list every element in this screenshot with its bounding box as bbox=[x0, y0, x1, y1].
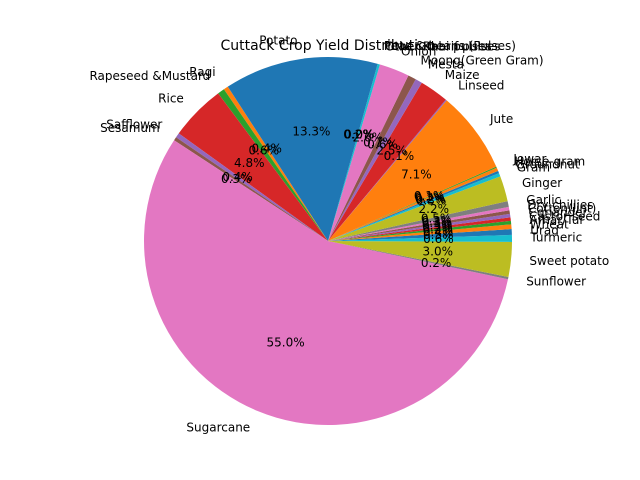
pie-slice-groundnut bbox=[328, 170, 500, 241]
slice-percent-label: 0.3% bbox=[423, 223, 454, 237]
pie-slice-rice bbox=[178, 93, 328, 241]
slice-label: Wheat bbox=[530, 218, 569, 232]
slice-label: Arhar/Tur bbox=[529, 213, 584, 227]
pie-slice-cotton-lint bbox=[328, 210, 510, 241]
slice-percent-label: 0.3% bbox=[221, 172, 252, 186]
pie-slice-horse-gram bbox=[328, 167, 499, 241]
pie-slice-safflower bbox=[176, 133, 328, 241]
slice-label: Safflower bbox=[106, 117, 162, 131]
slice-percent-label: 0.2% bbox=[421, 256, 452, 270]
slice-label: Rice bbox=[158, 92, 184, 106]
slice-label: Jowar bbox=[512, 152, 546, 166]
pie-labels: Ragi 0.4% Rapeseed &Mustard 0.6% Rice 4.8% Saf… bbox=[89, 33, 609, 434]
slice-percent-label: 0.4% bbox=[423, 225, 454, 239]
pie-slice-rapeseed-mustard bbox=[218, 89, 328, 241]
slice-label: Peas & beans (Pulses) bbox=[384, 39, 516, 53]
slice-label: Garlic bbox=[526, 193, 561, 207]
slice-percent-label: 0.3% bbox=[416, 194, 447, 208]
slice-label: Ginger bbox=[522, 176, 562, 190]
slice-percent-label: 0.4% bbox=[251, 142, 282, 156]
slice-percent-label: 0.5% bbox=[423, 228, 454, 242]
slice-percent-label: 0.0% bbox=[344, 128, 375, 142]
slice-percent-label: 3.0% bbox=[423, 245, 454, 259]
slice-label: Rapeseed &Mustard bbox=[89, 69, 210, 83]
pie-slice-gram bbox=[328, 173, 501, 241]
pie-slice-sugarcane bbox=[144, 140, 508, 426]
pie-slice-moong-green-gram bbox=[328, 75, 416, 241]
slice-label: Potato bbox=[259, 33, 297, 47]
pie-slice-maize bbox=[328, 82, 446, 241]
pie-slice-wheat bbox=[328, 224, 512, 241]
slice-label: Sugarcane bbox=[186, 420, 250, 434]
slice-label: Sesamum bbox=[100, 121, 160, 135]
slice-percent-label: 2.6% bbox=[353, 131, 384, 145]
slice-percent-label: 0.0% bbox=[344, 128, 375, 142]
slice-percent-label: 0.3% bbox=[414, 191, 445, 205]
slice-label: Turmeric bbox=[529, 231, 582, 245]
pie-slice-dry-chillies bbox=[328, 206, 510, 241]
pie-slice-sunflower bbox=[328, 241, 509, 280]
pie-slices bbox=[144, 57, 513, 426]
slice-percent-label: 0.3% bbox=[422, 216, 453, 230]
pie-slice-mesta bbox=[328, 79, 422, 242]
slice-percent-label: 0.2% bbox=[343, 127, 374, 141]
pie-slice-ginger bbox=[328, 176, 508, 241]
slice-percent-label: 0.2% bbox=[415, 192, 446, 206]
slice-label: Sunflower bbox=[526, 274, 586, 288]
slice-percent-label: 2.2% bbox=[419, 202, 450, 216]
pie-slice-arhar-tur bbox=[328, 220, 512, 241]
slice-percent-label: 0.3% bbox=[422, 220, 453, 234]
pie-slice-onion bbox=[328, 64, 409, 241]
slice-label: Ragi bbox=[189, 65, 215, 79]
pie-slice-jute bbox=[328, 100, 497, 242]
pie-slice-turmeric bbox=[328, 234, 513, 242]
slice-percent-label: 0.5% bbox=[421, 211, 452, 225]
pie-slice-sesamum bbox=[174, 137, 328, 241]
chart-title: Cuttack Crop Yield Distribution bbox=[220, 38, 435, 54]
pie-slice-linseed bbox=[328, 99, 447, 242]
slice-label: Horse-gram bbox=[514, 155, 585, 169]
slice-label: Onion bbox=[401, 45, 436, 59]
slice-percent-label: 0.1% bbox=[384, 149, 415, 163]
pie-slice-castor-seed bbox=[328, 217, 511, 241]
slice-label: Mesta bbox=[428, 57, 464, 71]
slice-label: Dry chillies bbox=[527, 198, 593, 212]
pie-slice-peas-beans-pulses bbox=[328, 63, 380, 241]
slice-label: Coriander bbox=[529, 206, 588, 220]
slice-label: Gram bbox=[517, 161, 550, 175]
slice-label: Other Kharif pulses bbox=[385, 39, 500, 53]
slice-percent-label: 0.6% bbox=[249, 144, 280, 158]
slice-percent-label: 4.8% bbox=[234, 156, 265, 170]
slice-label: Linseed bbox=[458, 78, 504, 92]
slice-percent-label: 13.3% bbox=[292, 124, 330, 138]
slice-label: Castor seed bbox=[529, 209, 600, 223]
slice-label: Other Rabi pulses bbox=[385, 39, 492, 53]
slice-percent-label: 0.6% bbox=[367, 138, 398, 152]
pie-slice-potato bbox=[227, 57, 378, 241]
slice-percent-label: 0.6% bbox=[423, 232, 454, 246]
slice-percent-label: 0.3% bbox=[421, 214, 452, 228]
slice-percent-label: 0.7% bbox=[363, 135, 394, 149]
slice-label: Sweet potato bbox=[529, 254, 609, 268]
slice-label: Maize bbox=[445, 68, 480, 82]
slice-percent-label: 0.1% bbox=[414, 189, 445, 203]
slice-label: Jute bbox=[489, 112, 513, 126]
slice-percent-label: 2.5% bbox=[376, 143, 407, 157]
pie-slice-coriander bbox=[328, 213, 511, 241]
slice-label: Groundnut bbox=[516, 158, 580, 172]
slice-percent-label: 0.4% bbox=[222, 170, 253, 184]
pie-slice-jowar bbox=[328, 166, 497, 241]
slice-label: Cotton(lint) bbox=[528, 202, 596, 216]
pie-slice-sweet-potato bbox=[328, 241, 512, 277]
slice-percent-label: 55.0% bbox=[267, 335, 305, 349]
slice-percent-label: 0.3% bbox=[422, 218, 453, 232]
pie-slice-garlic bbox=[328, 201, 509, 241]
slice-percent-label: 7.1% bbox=[401, 167, 432, 181]
slice-label: Moong(Green Gram) bbox=[421, 54, 544, 68]
pie-slice-urad bbox=[328, 229, 512, 241]
pie-slice-ragi bbox=[223, 86, 328, 242]
slice-label: Urad bbox=[530, 224, 559, 238]
